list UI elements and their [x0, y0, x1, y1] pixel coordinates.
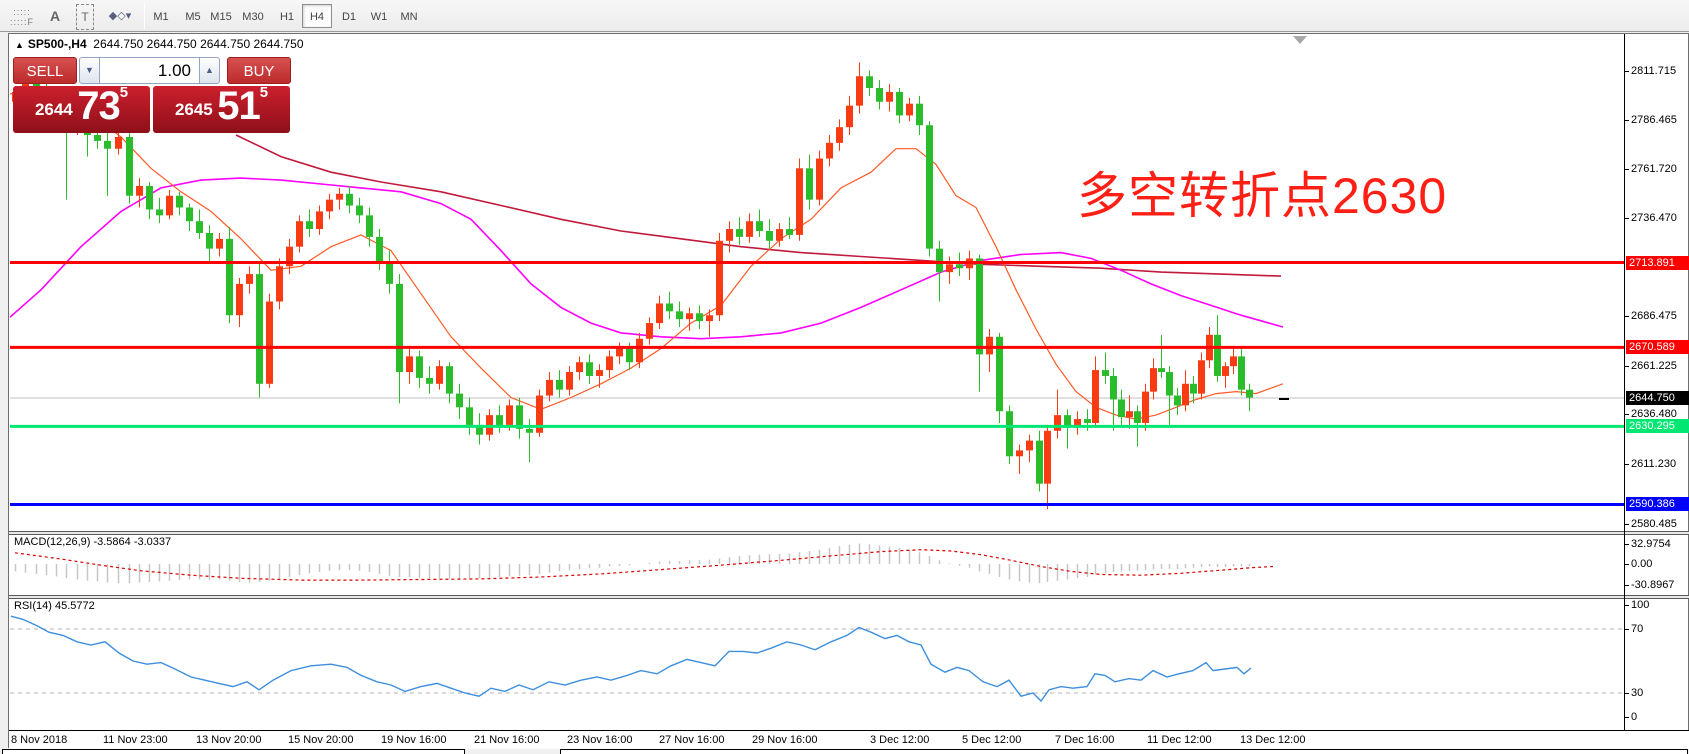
- price-tick-label: 2636.480: [1625, 407, 1689, 421]
- price-tick-label: 2761.720: [1625, 162, 1689, 176]
- collapse-triangle-icon[interactable]: ▲: [15, 40, 24, 50]
- ask-price-box[interactable]: 2645 515: [153, 84, 290, 133]
- price-tag-label: 2644.750: [1626, 391, 1689, 405]
- symbol-name: SP500-,H4: [27, 37, 87, 51]
- price-tick-label: 2661.225: [1625, 359, 1689, 373]
- chart-window[interactable]: ▲ SP500-,H4 2644.750 2644.750 2644.750 26…: [8, 33, 1689, 749]
- timeframe-button-h4[interactable]: H4: [302, 4, 332, 28]
- bid-pip: 5: [119, 84, 129, 101]
- timeframe-button-h1[interactable]: H1: [279, 11, 295, 23]
- macd-label: MACD(12,26,9) -3.5864 -3.0337: [14, 536, 172, 548]
- time-tick-label: 13 Dec 12:00: [1240, 734, 1306, 746]
- volume-decrease-button[interactable]: ▼: [79, 57, 100, 84]
- ohlc-quotes: 2644.750 2644.750 2644.750 2644.750: [93, 37, 304, 51]
- macd-axis-label: 0.00: [1625, 557, 1689, 571]
- timeframe-button-d1[interactable]: D1: [341, 11, 357, 23]
- candles-layer: [12, 62, 1253, 510]
- macd-plot[interactable]: [10, 534, 1624, 594]
- price-tick-label: 2786.465: [1625, 113, 1689, 127]
- toolbar: ::::::::::F A T ◆◇▾ M1 M5 M15 M30 H1 H4 D1 W1 MN: [0, 0, 1689, 32]
- volume-input[interactable]: [100, 57, 199, 84]
- symbol-header: ▲ SP500-,H4 2644.750 2644.750 2644.750 26…: [15, 37, 304, 51]
- price-tag-label: 2670.589: [1626, 340, 1689, 354]
- timeframe-button-m5[interactable]: M5: [185, 11, 201, 23]
- panel-separator[interactable]: [9, 595, 1689, 599]
- time-scale[interactable]: 8 Nov 2018 11 Nov 23:00 13 Nov 20:00 15 Nov…: [9, 730, 1689, 749]
- time-tick-label: 19 Nov 16:00: [381, 734, 447, 746]
- bid-price-box[interactable]: 2644 735: [13, 84, 150, 133]
- rsi-axis-label: 30: [1625, 686, 1689, 700]
- price-tick-label: 2580.485: [1625, 517, 1689, 531]
- chart-annotation-text: 多空转折点2630: [1077, 168, 1448, 224]
- text-box-tool-icon[interactable]: T: [72, 4, 98, 30]
- bid-main: 73: [77, 84, 120, 128]
- time-tick-label: 29 Nov 16:00: [752, 734, 818, 746]
- price-tick-label: 2611.230: [1625, 457, 1689, 471]
- timeframe-button-w1[interactable]: W1: [370, 11, 388, 23]
- time-tick-label: 27 Nov 16:00: [659, 734, 725, 746]
- rsi-plot[interactable]: [10, 598, 1624, 729]
- rsi-axis-label: 100: [1625, 598, 1689, 612]
- last-price-dash: [1279, 398, 1289, 400]
- one-click-trading-panel: SELL ▼ ▲ BUY 2644 735 2645 515: [13, 55, 295, 133]
- sell-button[interactable]: SELL: [13, 57, 77, 84]
- ask-pip: 5: [259, 84, 269, 101]
- timeframe-button-m15[interactable]: M15: [210, 11, 232, 23]
- rsi-label: RSI(14) 45.5772: [14, 600, 95, 612]
- background-window-edge: [560, 749, 1688, 754]
- chart-shift-marker-icon[interactable]: [1293, 36, 1307, 44]
- background-window-edge: [2, 749, 465, 754]
- time-tick-label: 23 Nov 16:00: [567, 734, 633, 746]
- price-tick-label: 2736.470: [1625, 211, 1689, 225]
- ask-prefix: 2645: [174, 100, 213, 119]
- timeframe-button-mn[interactable]: MN: [400, 11, 418, 23]
- time-tick-label: 11 Nov 23:00: [103, 734, 168, 746]
- price-tag-label: 2630.295: [1626, 419, 1689, 433]
- price-tick-label: 2686.475: [1625, 309, 1689, 323]
- time-tick-label: 8 Nov 2018: [11, 734, 68, 746]
- time-tick-label: 13 Nov 20:00: [196, 734, 262, 746]
- macd-axis-label: -30.8967: [1625, 578, 1689, 592]
- fibonacci-tool-icon[interactable]: ::::::::::F: [9, 7, 34, 27]
- time-tick-label: 3 Dec 12:00: [870, 734, 930, 746]
- price-tag-label: 2713.891: [1626, 256, 1689, 270]
- panel-separator[interactable]: [9, 531, 1689, 535]
- macd-axis-label: 32.9754: [1625, 537, 1689, 551]
- volume-increase-button[interactable]: ▲: [199, 57, 220, 84]
- timeframe-button-m1[interactable]: M1: [153, 11, 169, 23]
- price-axis-border: [1624, 34, 1625, 749]
- toolbar-separator: [144, 3, 145, 29]
- bid-prefix: 2644: [34, 100, 73, 119]
- price-tag-label: 2590.386: [1626, 497, 1689, 511]
- time-tick-label: 5 Dec 12:00: [962, 734, 1022, 746]
- time-tick-label: 21 Nov 16:00: [474, 734, 540, 746]
- timeframe-button-m30[interactable]: M30: [242, 11, 264, 23]
- rsi-axis-label: 70: [1625, 622, 1689, 636]
- time-tick-label: 15 Nov 20:00: [288, 734, 354, 746]
- ask-main: 51: [217, 84, 260, 128]
- time-tick-label: 11 Dec 12:00: [1147, 734, 1212, 746]
- rsi-axis-label: 0: [1625, 710, 1689, 724]
- time-tick-label: 7 Dec 16:00: [1055, 734, 1115, 746]
- text-label-tool-icon[interactable]: A: [49, 8, 61, 24]
- arrow-objects-icon[interactable]: ◆◇▾: [108, 10, 132, 22]
- main-chart-plot[interactable]: [10, 34, 1624, 531]
- buy-button[interactable]: BUY: [227, 57, 291, 84]
- price-tick-label: 2811.715: [1625, 64, 1689, 78]
